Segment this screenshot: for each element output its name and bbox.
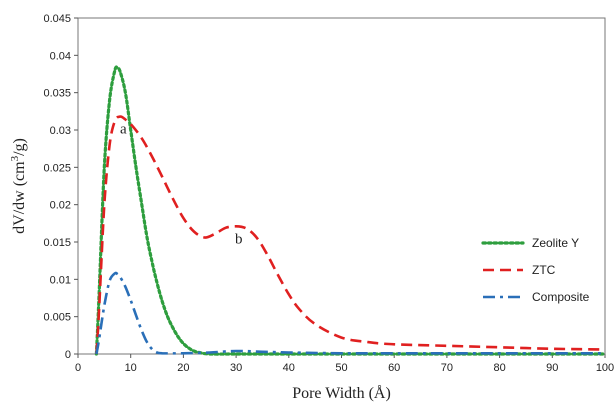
x-tick-label: 100 xyxy=(596,362,614,374)
y-axis-label-prefix: dV/dw (cm xyxy=(11,161,28,234)
y-tick-label: 0.015 xyxy=(43,237,71,249)
y-tick-label: 0.03 xyxy=(50,125,71,137)
y-tick-label: 0 xyxy=(65,349,71,361)
legend-label: Composite xyxy=(532,290,590,304)
x-tick-label: 60 xyxy=(388,362,400,374)
axes: 0 10 20 30 40 50 60 70 80 90 100 0 0.005 0.01 0.015 0.0… xyxy=(43,13,614,374)
annotation-a: a xyxy=(120,122,127,138)
y-tick-label: 0.005 xyxy=(43,312,71,324)
x-tick-label: 10 xyxy=(125,362,137,374)
legend-label: ZTC xyxy=(532,263,556,277)
y-tick-label: 0.025 xyxy=(43,162,71,174)
y-tick-label: 0.01 xyxy=(50,274,71,286)
x-tick-label: 40 xyxy=(283,362,295,374)
series-line-zeolite-y xyxy=(94,65,607,356)
series-line-composite xyxy=(95,271,605,355)
legend: Zeolite Y ZTC Composite xyxy=(481,236,590,304)
x-tick-label: 50 xyxy=(335,362,347,374)
y-axis-label-suffix: /g) xyxy=(11,138,28,156)
annotation-b: b xyxy=(235,231,243,247)
x-axis-label: Pore Width (Å) xyxy=(292,384,391,402)
legend-label: Zeolite Y xyxy=(532,236,579,250)
y-tick-label: 0.04 xyxy=(50,50,71,62)
x-tick-label: 20 xyxy=(177,362,189,374)
y-tick-label: 0.02 xyxy=(50,200,71,212)
y-tick-label: 0.035 xyxy=(43,88,71,100)
x-tick-label: 0 xyxy=(75,362,81,374)
x-tick-label: 80 xyxy=(493,362,505,374)
annotation-layer: ab xyxy=(120,122,242,248)
y-axis-label: dV/dw (cm3/g) xyxy=(9,138,28,234)
series-line-ztc xyxy=(95,115,606,355)
y-axis-label-sup: 3 xyxy=(9,155,21,161)
y-tick-label: 0.045 xyxy=(43,13,71,25)
x-tick-label: 90 xyxy=(546,362,558,374)
plot-frame xyxy=(77,17,606,355)
x-tick-label: 30 xyxy=(230,362,242,374)
series-layer xyxy=(94,65,607,356)
x-tick-label: 70 xyxy=(441,362,453,374)
